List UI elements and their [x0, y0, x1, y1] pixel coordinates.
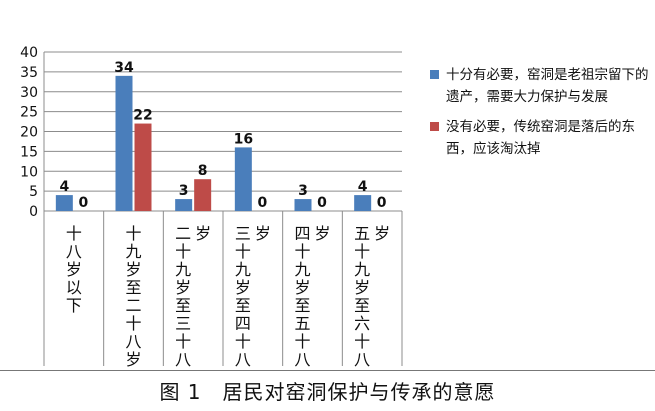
category-label-char: 岁 [175, 278, 191, 297]
y-tick-label: 30 [20, 85, 38, 101]
data-label: 0 [78, 195, 88, 211]
category-label-char: 至 [354, 296, 370, 315]
y-tick-label: 15 [20, 144, 38, 160]
y-tick-label: 10 [20, 164, 38, 180]
legend-item-necessary: 十分有必要，窑洞是老祖宗留下的遗产，需要大力保护与发展 [430, 64, 650, 108]
bar-unnecessary [134, 123, 152, 211]
category-label-char: 岁 [354, 278, 370, 297]
data-label: 8 [198, 163, 208, 179]
legend-label-necessary: 十分有必要，窑洞是老祖宗留下的遗产，需要大力保护与发展 [446, 67, 649, 105]
category-label-char: 九 [354, 260, 370, 279]
category-label-char: 九 [294, 260, 310, 279]
y-tick-label: 35 [20, 65, 38, 81]
category-label-char: 岁 [255, 224, 271, 243]
category-label-char: 四 [235, 314, 251, 333]
data-label: 0 [257, 195, 267, 211]
category-label-char: 岁 [66, 260, 82, 279]
category-label-char: 岁 [125, 260, 141, 279]
category-label-char: 三 [235, 224, 251, 243]
category-label-char: 至 [125, 278, 141, 297]
chart-legend: 十分有必要，窑洞是老祖宗留下的遗产，需要大力保护与发展 没有必要，传统窑洞是落后… [430, 64, 650, 168]
category-label-char: 十 [125, 314, 141, 333]
category-label-char: 岁 [294, 278, 310, 297]
category-label-char: 十 [66, 224, 82, 243]
data-label: 0 [377, 195, 387, 211]
category-label-char: 九 [175, 260, 191, 279]
data-label: 34 [114, 60, 134, 76]
category-label-char: 十 [125, 224, 141, 243]
category-label-char: 二 [175, 224, 191, 243]
data-label: 4 [59, 179, 69, 195]
bar-necessary [234, 147, 252, 211]
bar-necessary [55, 195, 73, 211]
category-label-char: 十 [294, 242, 310, 261]
data-label: 4 [358, 179, 368, 195]
data-label: 3 [179, 183, 189, 199]
category-label-char: 九 [235, 260, 251, 279]
bar-necessary [175, 199, 193, 211]
legend-item-unnecessary: 没有必要，传统窑洞是落后的东西，应该淘汰掉 [430, 116, 650, 160]
category-label-char: 十 [354, 332, 370, 351]
data-label: 0 [317, 195, 327, 211]
data-label: 22 [133, 108, 152, 124]
category-label-char: 三 [175, 314, 191, 333]
caption-divider [0, 370, 655, 371]
data-label: 3 [298, 183, 308, 199]
category-label-char: 岁 [195, 224, 211, 243]
category-label-char: 岁 [374, 224, 390, 243]
bar-necessary [294, 199, 312, 211]
category-label-char: 十 [175, 242, 191, 261]
category-label-char: 八 [66, 242, 82, 261]
figure-caption: 图 1 居民对窑洞保护与传承的意愿 [159, 380, 496, 404]
category-label-char: 岁 [314, 224, 330, 243]
y-tick-label: 0 [29, 204, 38, 220]
y-tick-label: 40 [20, 45, 38, 61]
category-label-char: 六 [354, 314, 370, 333]
bar-unnecessary [194, 179, 212, 211]
category-label-char: 十 [294, 332, 310, 351]
category-label-char: 至 [175, 296, 191, 315]
category-label-char: 十 [235, 242, 251, 261]
y-tick-label: 25 [20, 105, 38, 121]
category-label-char: 至 [294, 296, 310, 315]
category-label-char: 以 [66, 278, 82, 297]
y-tick-label: 5 [29, 184, 38, 200]
category-label-char: 五 [294, 314, 310, 333]
category-label-char: 下 [66, 296, 82, 315]
legend-swatch-unnecessary [430, 122, 439, 131]
category-label-char: 岁 [125, 350, 141, 369]
category-label-char: 十 [175, 332, 191, 351]
category-label-char: 八 [235, 350, 251, 369]
category-label-char: 八 [294, 350, 310, 369]
category-label-char: 至 [235, 296, 251, 315]
category-label-char: 八 [175, 350, 191, 369]
category-label-char: 八 [354, 350, 370, 369]
category-label-char: 五 [354, 224, 370, 243]
y-tick-label: 20 [20, 125, 38, 141]
bar-necessary [354, 195, 372, 211]
bar-necessary [115, 75, 133, 211]
category-label-char: 十 [235, 332, 251, 351]
legend-swatch-necessary [430, 70, 439, 79]
category-label-char: 二 [125, 296, 141, 315]
legend-label-unnecessary: 没有必要，传统窑洞是落后的东西，应该淘汰掉 [446, 119, 635, 157]
category-label-char: 岁 [235, 278, 251, 297]
category-label-char: 十 [354, 242, 370, 261]
data-label: 16 [234, 131, 253, 147]
category-label-char: 八 [125, 332, 141, 351]
category-label-char: 九 [125, 242, 141, 261]
category-label-char: 四 [294, 224, 310, 243]
